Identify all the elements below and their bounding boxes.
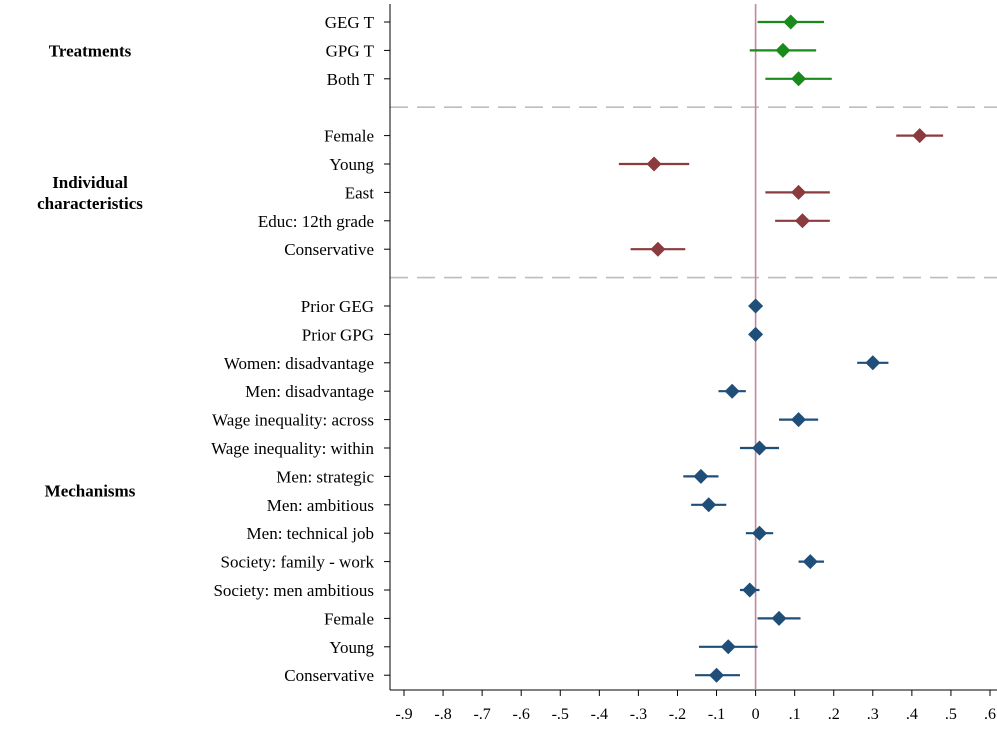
coef-marker <box>752 525 768 541</box>
row-label: East <box>345 183 375 202</box>
row-label: Conservative <box>284 240 374 259</box>
x-tick-label: -.9 <box>395 706 412 723</box>
group-label-line: Mechanisms <box>45 482 136 501</box>
row-label: Young <box>329 638 374 657</box>
coef-marker <box>912 128 928 144</box>
coefficient-marks <box>618 14 944 683</box>
x-tick-label: .3 <box>867 706 879 723</box>
group-labels: Treatments Individual characteristics Mecha… <box>37 41 143 500</box>
group-label-line: characteristics <box>37 194 143 213</box>
x-axis-ticks: -.9 -.8 -.7 -.6 -.5 -.4 -.3 -.2 -.1 0 .1 .2 .3 .4 .5 .6 <box>395 690 996 723</box>
group-label: Treatments <box>49 41 132 60</box>
x-tick-label: .1 <box>789 706 801 723</box>
coef-marker <box>791 71 807 87</box>
x-tick-label: -.8 <box>434 706 451 723</box>
x-tick-label: .4 <box>906 706 918 723</box>
coef-marker <box>650 241 666 257</box>
row-label: Wage inequality: across <box>212 411 374 430</box>
group-label: Individual characteristics <box>37 173 143 213</box>
row-label: Society: family - work <box>221 553 375 572</box>
x-tick-label: -.6 <box>513 706 530 723</box>
coef-marker <box>693 468 709 484</box>
coef-marker <box>771 610 787 626</box>
coef-marker <box>748 298 764 314</box>
group-label: Mechanisms <box>45 482 136 501</box>
coef-marker <box>646 156 662 172</box>
coef-marker <box>794 213 810 229</box>
row-label: GPG T <box>326 41 375 60</box>
coef-marker <box>865 355 881 371</box>
coef-marker <box>783 14 799 30</box>
row-label: Men: disadvantage <box>245 382 374 401</box>
x-tick-label: .6 <box>984 706 996 723</box>
coef-marker <box>791 412 807 428</box>
group-separators <box>390 106 997 279</box>
coef-marker <box>748 326 764 342</box>
coef-marker <box>724 383 740 399</box>
row-label: Women: disadvantage <box>224 354 374 373</box>
coef-marker <box>709 667 725 683</box>
row-label: GEG T <box>325 13 375 32</box>
group-label-line: Individual <box>52 173 128 192</box>
x-tick-label: 0 <box>752 706 760 723</box>
coef-marker <box>742 582 758 598</box>
coef-marker <box>791 184 807 200</box>
x-tick-label: .2 <box>828 706 840 723</box>
x-tick-label: -.3 <box>630 706 647 723</box>
coef-marker <box>752 440 768 456</box>
coef-marker <box>720 639 736 655</box>
row-label: Wage inequality: within <box>211 439 374 458</box>
x-tick-label: -.4 <box>591 706 608 723</box>
coef-marker <box>775 42 791 58</box>
row-label: Both T <box>327 70 375 89</box>
group-label-line: Treatments <box>49 41 132 60</box>
row-label: Prior GPG <box>302 325 374 344</box>
row-label: Female <box>324 127 374 146</box>
x-tick-label: .5 <box>945 706 957 723</box>
x-tick-label: -.5 <box>552 706 569 723</box>
x-tick-label: -.7 <box>473 706 490 723</box>
row-label: Young <box>329 155 374 174</box>
x-tick-label: -.1 <box>708 706 725 723</box>
row-label: Educ: 12th grade <box>258 212 374 231</box>
coef-marker <box>802 554 818 570</box>
row-label: Prior GEG <box>301 297 374 316</box>
row-label: Men: ambitious <box>267 496 374 515</box>
row-label: Society: men ambitious <box>213 581 374 600</box>
row-label: Men: technical job <box>247 524 374 543</box>
row-label: Men: strategic <box>276 467 374 486</box>
row-label: Female <box>324 609 374 628</box>
row-labels: GEG T GPG T Both T Female Young East Educ: 12t… <box>211 13 390 685</box>
x-tick-label: -.2 <box>669 706 686 723</box>
row-label: Conservative <box>284 666 374 685</box>
coef-marker <box>701 497 717 513</box>
